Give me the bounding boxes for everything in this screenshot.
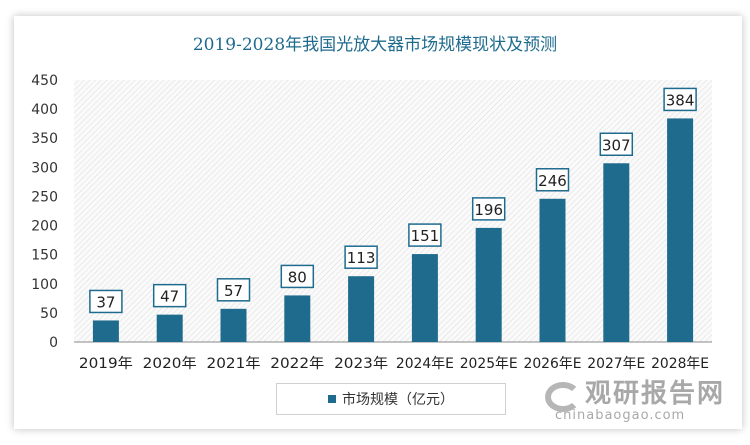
data-label: 47	[160, 288, 179, 306]
y-tick-label: 0	[49, 335, 58, 351]
y-tick-label: 50	[40, 306, 58, 322]
bar	[603, 163, 630, 342]
data-label-box	[344, 245, 378, 269]
data-label: 113	[347, 249, 376, 267]
x-tick-label: 2022年	[270, 356, 324, 372]
x-tick-label: 2024年E	[396, 356, 454, 372]
watermark-logo-icon	[545, 382, 581, 412]
bar	[220, 308, 247, 342]
data-label-box	[280, 264, 315, 289]
data-label: 384	[666, 91, 695, 109]
bar	[475, 227, 502, 342]
x-tick-label: 2021年	[207, 356, 261, 372]
y-tick-label: 100	[31, 277, 58, 293]
bar	[667, 118, 694, 342]
data-label: 151	[411, 227, 440, 245]
y-tick-label: 350	[31, 131, 58, 147]
data-label: 246	[538, 172, 567, 190]
data-label-box	[599, 132, 634, 157]
y-tick-label: 450	[31, 73, 58, 89]
data-label-box	[663, 87, 697, 112]
data-label-box	[408, 223, 442, 247]
x-tick-label: 2026年E	[524, 356, 582, 372]
y-tick-label: 150	[31, 248, 58, 264]
data-label: 37	[96, 293, 115, 311]
data-label: 307	[602, 136, 631, 154]
x-tick-label: 2020年	[143, 356, 197, 372]
y-tick-label: 250	[31, 189, 58, 205]
bar	[92, 320, 119, 342]
data-label-box	[152, 283, 187, 308]
data-label-box	[89, 289, 123, 314]
legend-swatch	[328, 395, 336, 403]
data-label: 57	[224, 282, 243, 300]
x-tick-label: 2027年E	[587, 356, 645, 372]
x-tick-label: 2019年	[79, 356, 133, 372]
y-tick-label: 400	[31, 102, 58, 118]
y-tick-label: 200	[31, 219, 58, 235]
x-tick-label: 2025年E	[460, 356, 518, 372]
watermark-en: chinabaogao.com	[555, 408, 686, 423]
y-tick-label: 300	[31, 160, 58, 176]
bar	[539, 198, 566, 342]
bar	[348, 276, 375, 342]
data-label: 196	[474, 201, 503, 219]
bar	[411, 254, 438, 342]
x-tick-label: 2028年E	[651, 356, 709, 372]
legend: 市场规模（亿元）	[276, 383, 506, 415]
bar	[284, 295, 311, 342]
chart-title: 2019-2028年我国光放大器市场规模现状及预测	[192, 35, 558, 55]
data-label-box	[535, 168, 570, 192]
data-label-box	[216, 278, 251, 302]
x-tick-label: 2023年	[334, 356, 388, 372]
bar	[156, 314, 183, 342]
data-label-box	[471, 197, 506, 221]
data-label: 80	[288, 268, 307, 286]
legend-label: 市场规模（亿元）	[342, 392, 454, 408]
watermark: 观研报告网 chinabaogao.com	[545, 380, 725, 423]
watermark-cn: 观研报告网	[585, 379, 726, 409]
